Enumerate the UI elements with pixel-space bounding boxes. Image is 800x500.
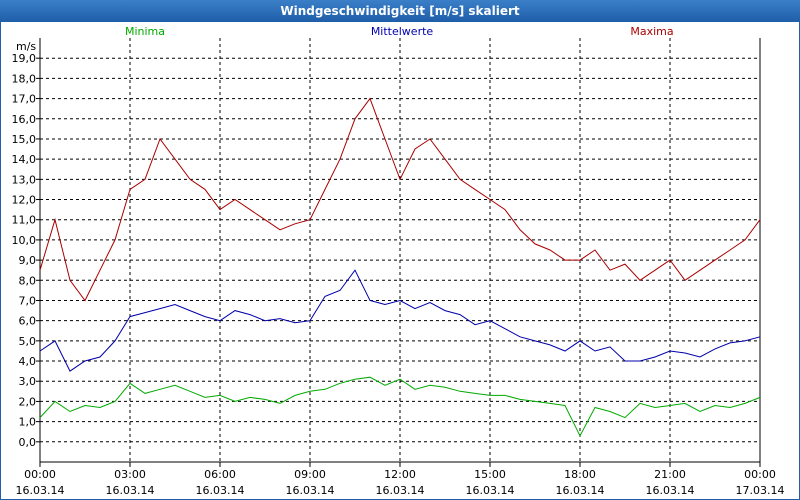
x-tick-time: 09:00 — [294, 468, 326, 481]
y-tick-label: 18,0 — [12, 72, 37, 85]
y-tick-label: 1,0 — [19, 416, 37, 429]
x-tick-time: 00:00 — [24, 468, 56, 481]
x-tick-time: 06:00 — [204, 468, 236, 481]
y-tick-label: 17,0 — [12, 93, 37, 106]
y-tick-label: 5,0 — [19, 335, 37, 348]
grid-lines — [40, 38, 760, 462]
y-tick-label: 2,0 — [19, 395, 37, 408]
window-title: Windgeschwindigkeit [m/s] skaliert — [0, 0, 800, 22]
y-tick-label: 9,0 — [19, 254, 37, 267]
y-tick-label: 4,0 — [19, 355, 37, 368]
x-tick-date: 16.03.14 — [286, 484, 335, 497]
x-tick-time: 15:00 — [474, 468, 506, 481]
x-tick-date: 17.03.14 — [736, 484, 785, 497]
y-tick-label: 13,0 — [12, 173, 37, 186]
y-tick-label: 12,0 — [12, 194, 37, 207]
x-tick-time: 00:00 — [744, 468, 776, 481]
x-tick-time: 18:00 — [564, 468, 596, 481]
legend-maxima: Maxima — [630, 25, 673, 38]
y-tick-label: 7,0 — [19, 294, 37, 307]
y-tick-label: 8,0 — [19, 274, 37, 287]
y-tick-label: 10,0 — [12, 234, 37, 247]
x-tick-date: 16.03.14 — [196, 484, 245, 497]
y-tick-label: 16,0 — [12, 113, 37, 126]
x-tick-date: 16.03.14 — [466, 484, 515, 497]
x-tick-date: 16.03.14 — [646, 484, 695, 497]
y-tick-label: 15,0 — [12, 133, 37, 146]
legend: Minima Mittelwerte Maxima — [125, 25, 674, 38]
y-tick-label: 19,0 — [12, 52, 37, 65]
y-axis: 19,0 18,0 17,0 16,0 15,0 14,0 13,0 12,0 11,0 10,0… — [12, 38, 761, 462]
x-tick-date: 16.03.14 — [376, 484, 425, 497]
x-tick-date: 16.03.14 — [556, 484, 605, 497]
series-lines — [39, 97, 761, 437]
series-line-minima — [39, 376, 761, 437]
x-tick-time: 03:00 — [114, 468, 146, 481]
x-axis: 00:00 16.03.14 03:00 16.03.14 06:00 16.03.14 0… — [16, 461, 785, 497]
y-tick-label: 11,0 — [12, 214, 37, 227]
x-tick-time: 12:00 — [384, 468, 416, 481]
legend-minima: Minima — [125, 25, 165, 38]
x-tick-time: 21:00 — [654, 468, 686, 481]
y-tick-label: 0,0 — [19, 436, 37, 449]
x-tick-date: 16.03.14 — [106, 484, 155, 497]
legend-mittelwerte: Mittelwerte — [371, 25, 434, 38]
y-tick-label: 6,0 — [19, 315, 37, 328]
x-tick-date: 16.03.14 — [16, 484, 65, 497]
y-tick-label: 3,0 — [19, 375, 37, 388]
series-line-mittelwerte — [39, 269, 761, 372]
series-line-maxima — [39, 97, 761, 302]
y-unit-label: m/s — [16, 40, 36, 53]
y-tick-label: 14,0 — [12, 153, 37, 166]
